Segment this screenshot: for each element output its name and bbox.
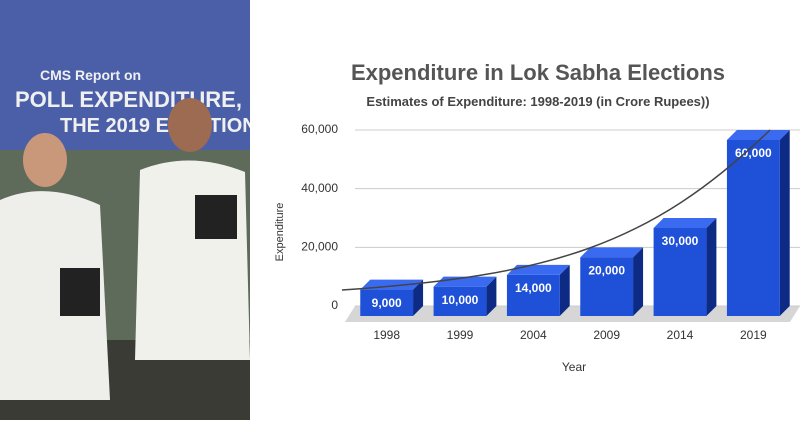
chart-title: Expenditure in Lok Sabha Elections <box>351 60 725 85</box>
chart-subtitle: Estimates of Expenditure: 1998-2019 (in … <box>366 94 709 109</box>
x-axis-label: Year <box>562 360 586 374</box>
chart-bg <box>250 0 800 420</box>
value-label: 20,000 <box>588 264 625 278</box>
x-tick-label: 1999 <box>447 328 474 342</box>
bar <box>360 279 424 316</box>
person-head <box>23 133 67 187</box>
x-tick-label: 2009 <box>593 328 620 342</box>
value-label: 30,000 <box>662 234 699 248</box>
bar <box>580 247 644 316</box>
trend-line <box>341 129 771 291</box>
value-label: 10,000 <box>442 293 479 307</box>
banner-text: POLL EXPENDITURE, <box>15 87 242 112</box>
person-head <box>168 98 212 152</box>
x-tick-label: 2019 <box>740 328 767 342</box>
x-tick-label: 1998 <box>373 328 400 342</box>
value-label: 14,000 <box>515 281 552 295</box>
value-label: 9,000 <box>372 296 402 310</box>
photo: CMS Report on POLL EXPENDITURE, THE 2019… <box>0 0 270 420</box>
person-shirt <box>0 191 110 400</box>
bar-top <box>726 130 790 140</box>
bar-front <box>433 286 487 316</box>
person-shirt <box>135 160 250 360</box>
booklet <box>60 268 100 316</box>
bar-front <box>653 228 707 316</box>
y-tick-label: 20,000 <box>301 240 338 254</box>
y-tick-label: 40,000 <box>301 181 338 195</box>
x-tick-label: 2014 <box>667 328 694 342</box>
y-axis-label: Expenditure <box>274 203 286 262</box>
bar <box>433 276 497 316</box>
bar-front <box>580 257 634 316</box>
bar-side <box>779 130 790 316</box>
value-label: 60,000 <box>735 146 772 160</box>
bar-side <box>413 279 424 316</box>
bar-top <box>580 247 644 258</box>
bar-side <box>706 218 717 316</box>
bar-side <box>633 247 644 316</box>
booklet <box>195 195 237 239</box>
bar-top <box>653 218 717 228</box>
banner-text: CMS Report on <box>40 67 141 83</box>
bar <box>726 130 790 316</box>
bar-side <box>486 276 497 316</box>
y-tick-label: 60,000 <box>301 122 338 136</box>
bar-side <box>559 264 570 316</box>
bar-top <box>506 264 570 275</box>
bar-front <box>726 140 780 316</box>
banner-text: THE 2019 ELECTIONS <box>60 115 270 137</box>
y-tick-label: 0 <box>331 298 338 312</box>
x-tick-label: 2004 <box>520 328 547 342</box>
plot: 0 20,000 40,000 60,000 1998 9,000 1999 10,000 20… <box>301 122 800 342</box>
bar-front <box>360 289 414 316</box>
bar <box>653 218 717 316</box>
bar-front <box>506 274 560 316</box>
